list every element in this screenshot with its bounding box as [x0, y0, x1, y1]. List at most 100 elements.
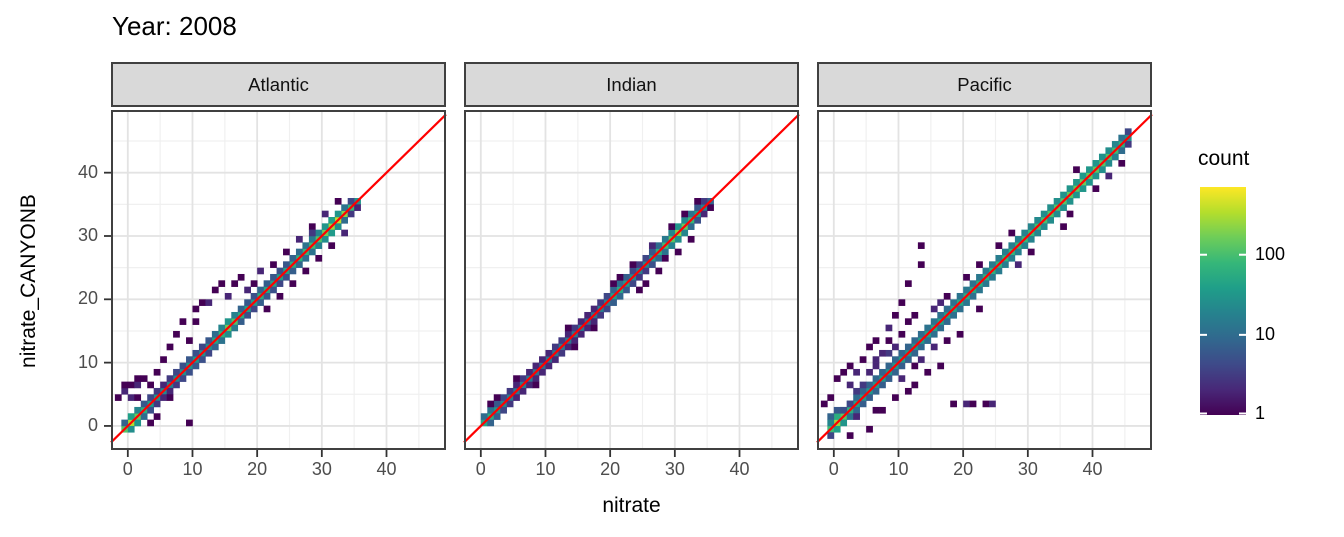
bin-rect [1124, 128, 1132, 135]
bin-rect [1014, 261, 1022, 268]
bin-rect [976, 273, 983, 281]
bin-rect [904, 343, 912, 351]
bin-rect [205, 299, 213, 306]
bin-rect [610, 280, 617, 287]
bin-rect [308, 229, 316, 237]
bin-rect [153, 368, 161, 376]
bin-rect [956, 292, 964, 300]
bin-rect [937, 299, 945, 306]
bin-rect [707, 204, 714, 211]
bin-rect [127, 425, 135, 433]
bin-rect [859, 400, 867, 408]
bin-rect [341, 217, 348, 224]
bin-rect [263, 280, 271, 287]
bin-rect [231, 324, 239, 332]
bin-rect [1040, 223, 1048, 230]
bin-rect [1008, 242, 1016, 249]
bin-rect [224, 318, 232, 325]
bin-rect [198, 356, 206, 363]
bin-rect [134, 375, 142, 382]
bin-rect [892, 343, 899, 351]
bin-rect [532, 362, 540, 370]
bin-rect [1118, 147, 1126, 154]
bin-rect [937, 362, 945, 370]
bin-rect [257, 286, 264, 294]
bin-rect [982, 267, 990, 275]
bin-rect [295, 235, 303, 243]
bin-rect [487, 400, 495, 408]
bin-rect [289, 267, 297, 275]
bin-rect [1073, 166, 1080, 173]
legend-title: count [1198, 147, 1250, 170]
bin-rect [283, 248, 290, 256]
bin-rect [879, 381, 886, 389]
bin-rect [833, 425, 841, 433]
bin-rect [1105, 172, 1113, 180]
bin-rect [160, 394, 167, 401]
bin-rect [655, 254, 663, 262]
bin-rect [892, 311, 899, 319]
bin-rect [846, 400, 854, 408]
bin-rect [898, 299, 906, 306]
bin-rect [276, 280, 284, 287]
bin-rect [493, 394, 501, 401]
bin-rect [147, 381, 154, 389]
facet-strip-label: Indian [606, 73, 657, 95]
bin-rect [930, 330, 938, 338]
bin-rect [173, 330, 180, 338]
bin-rect [866, 394, 873, 401]
bin-rect [681, 217, 689, 224]
x-tick-label: 10 [888, 459, 909, 479]
x-tick-label: 0 [828, 459, 839, 479]
bin-rect [577, 330, 585, 338]
bin-rect [539, 368, 546, 376]
bin-rect [500, 406, 507, 414]
facet-strip-indian: Indian [464, 62, 799, 107]
bin-rect [283, 273, 290, 281]
x-tick-label: 30 [311, 459, 332, 479]
bin-rect [487, 419, 495, 427]
bin-rect [237, 305, 245, 313]
bin-rect [539, 356, 546, 363]
bin-rect [1001, 248, 1009, 256]
bin-rect [153, 387, 161, 395]
bin-rect [879, 368, 886, 376]
bin-rect [584, 311, 592, 319]
panel-border [817, 110, 1152, 450]
y-tick-label: 10 [77, 351, 98, 372]
bin-rect [134, 381, 142, 389]
bin-rect [1066, 185, 1074, 192]
bin-rect [1047, 217, 1054, 224]
bin-rect [846, 413, 854, 420]
bin-rect [211, 343, 219, 351]
bin-rect [354, 204, 361, 211]
bin-rect [127, 394, 135, 401]
bin-rect [140, 413, 148, 420]
bin-rect [334, 198, 342, 205]
bin-rect [943, 337, 951, 344]
bin-rect [833, 413, 841, 420]
bin-rect [917, 261, 925, 268]
legend-tick-label: 1 [1255, 402, 1266, 423]
bin-rect [956, 305, 964, 313]
bin-rect [564, 324, 572, 332]
bin-rect [1034, 217, 1042, 224]
x-tick-label: 30 [1017, 459, 1038, 479]
bin-rect [250, 292, 258, 300]
bin-rect [840, 406, 848, 414]
bin-rect [1105, 160, 1113, 167]
bin-rect [911, 362, 919, 370]
bin-rect [480, 413, 488, 420]
bin-rect [642, 267, 650, 275]
bin-rect [328, 229, 336, 237]
bin-rect [147, 419, 154, 427]
facet-strip-label: Atlantic [248, 73, 309, 95]
bin-rect [872, 362, 880, 370]
bin-rect [904, 356, 912, 363]
bin-rect [629, 280, 637, 287]
bin-rect [930, 343, 938, 351]
bin-rect [674, 223, 682, 230]
bin-rect [853, 413, 860, 420]
bin-rect [1021, 229, 1029, 237]
bin-rect [1073, 191, 1080, 199]
